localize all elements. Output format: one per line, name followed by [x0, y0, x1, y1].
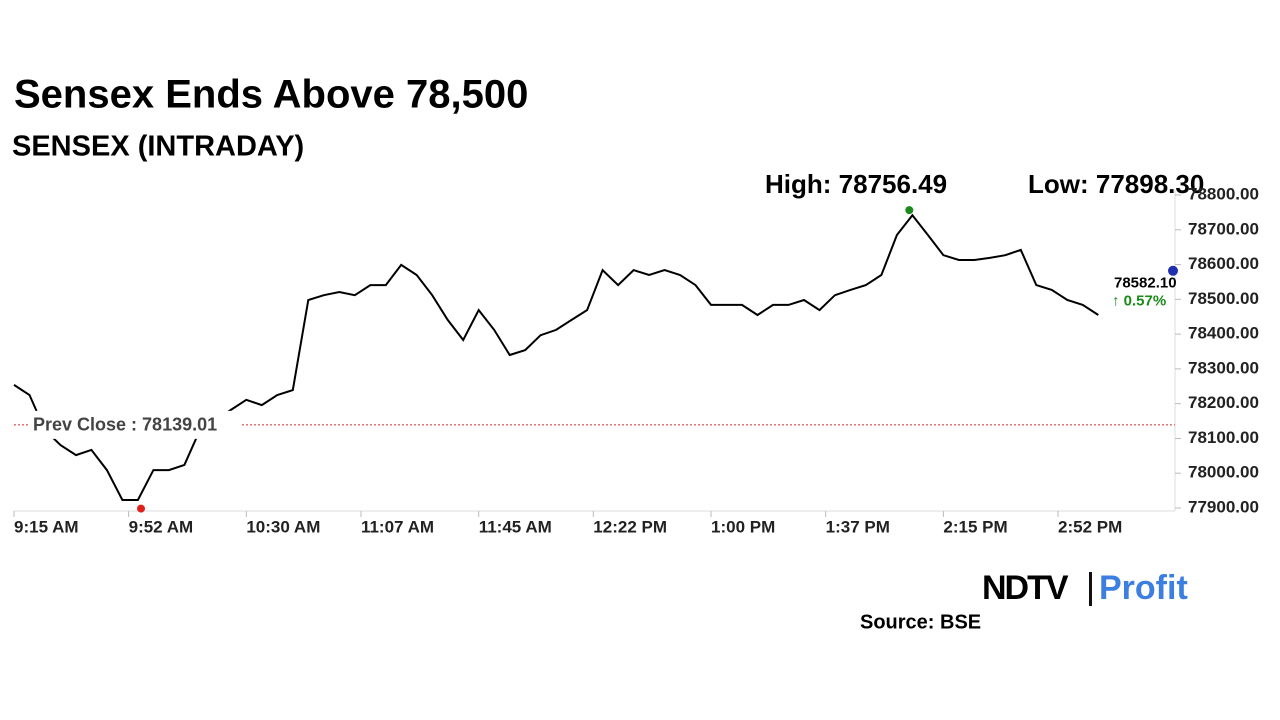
x-tick-label: 12:22 PM [593, 517, 667, 536]
y-tick-label: 78000.00 [1188, 463, 1259, 482]
x-tick-label: 2:52 PM [1058, 517, 1122, 536]
x-tick-label: 1:37 PM [826, 517, 890, 536]
y-tick-label: 77900.00 [1188, 497, 1259, 516]
high-dot [905, 206, 914, 215]
y-tick-label: 78800.00 [1188, 184, 1259, 203]
last-change: ↑ 0.57% [1112, 293, 1166, 310]
y-tick-label: 78700.00 [1188, 219, 1259, 238]
last-dot [1168, 265, 1178, 276]
x-tick-label: 1:00 PM [711, 517, 775, 536]
x-tick-label: 2:15 PM [943, 517, 1007, 536]
high-label: High: 78756.49 [765, 169, 947, 199]
prev-close-label: Prev Close : 78139.01 [33, 415, 217, 435]
prev-close-box [28, 410, 242, 439]
chart-title: Sensex Ends Above 78,500 [14, 73, 528, 117]
y-tick-label: 78500.00 [1188, 289, 1259, 308]
y-tick-label: 78400.00 [1188, 324, 1259, 343]
last-price: 78582.10 [1114, 275, 1177, 292]
chart-subtitle: SENSEX (INTRADAY) [12, 131, 304, 163]
logo-profit: Profit [1099, 569, 1188, 607]
y-tick-label: 78300.00 [1188, 358, 1259, 377]
x-tick-label: 9:15 AM [14, 517, 79, 536]
x-tick-label: 11:07 AM [361, 517, 434, 536]
source: Source: BSE [860, 611, 981, 633]
x-tick-label: 11:45 AM [479, 517, 552, 536]
y-tick-label: 78600.00 [1188, 254, 1259, 273]
x-tick-label: 9:52 AM [129, 517, 194, 536]
y-tick-label: 78200.00 [1188, 393, 1259, 412]
y-tick-label: 78100.00 [1188, 428, 1259, 447]
logo-divider [1089, 572, 1092, 606]
low-dot [137, 504, 146, 513]
logo-ndtv: NDTV [982, 569, 1069, 607]
low-label: Low: 77898.30 [1028, 169, 1204, 199]
price-line [13, 213, 1099, 501]
x-tick-label: 10:30 AM [246, 517, 320, 536]
